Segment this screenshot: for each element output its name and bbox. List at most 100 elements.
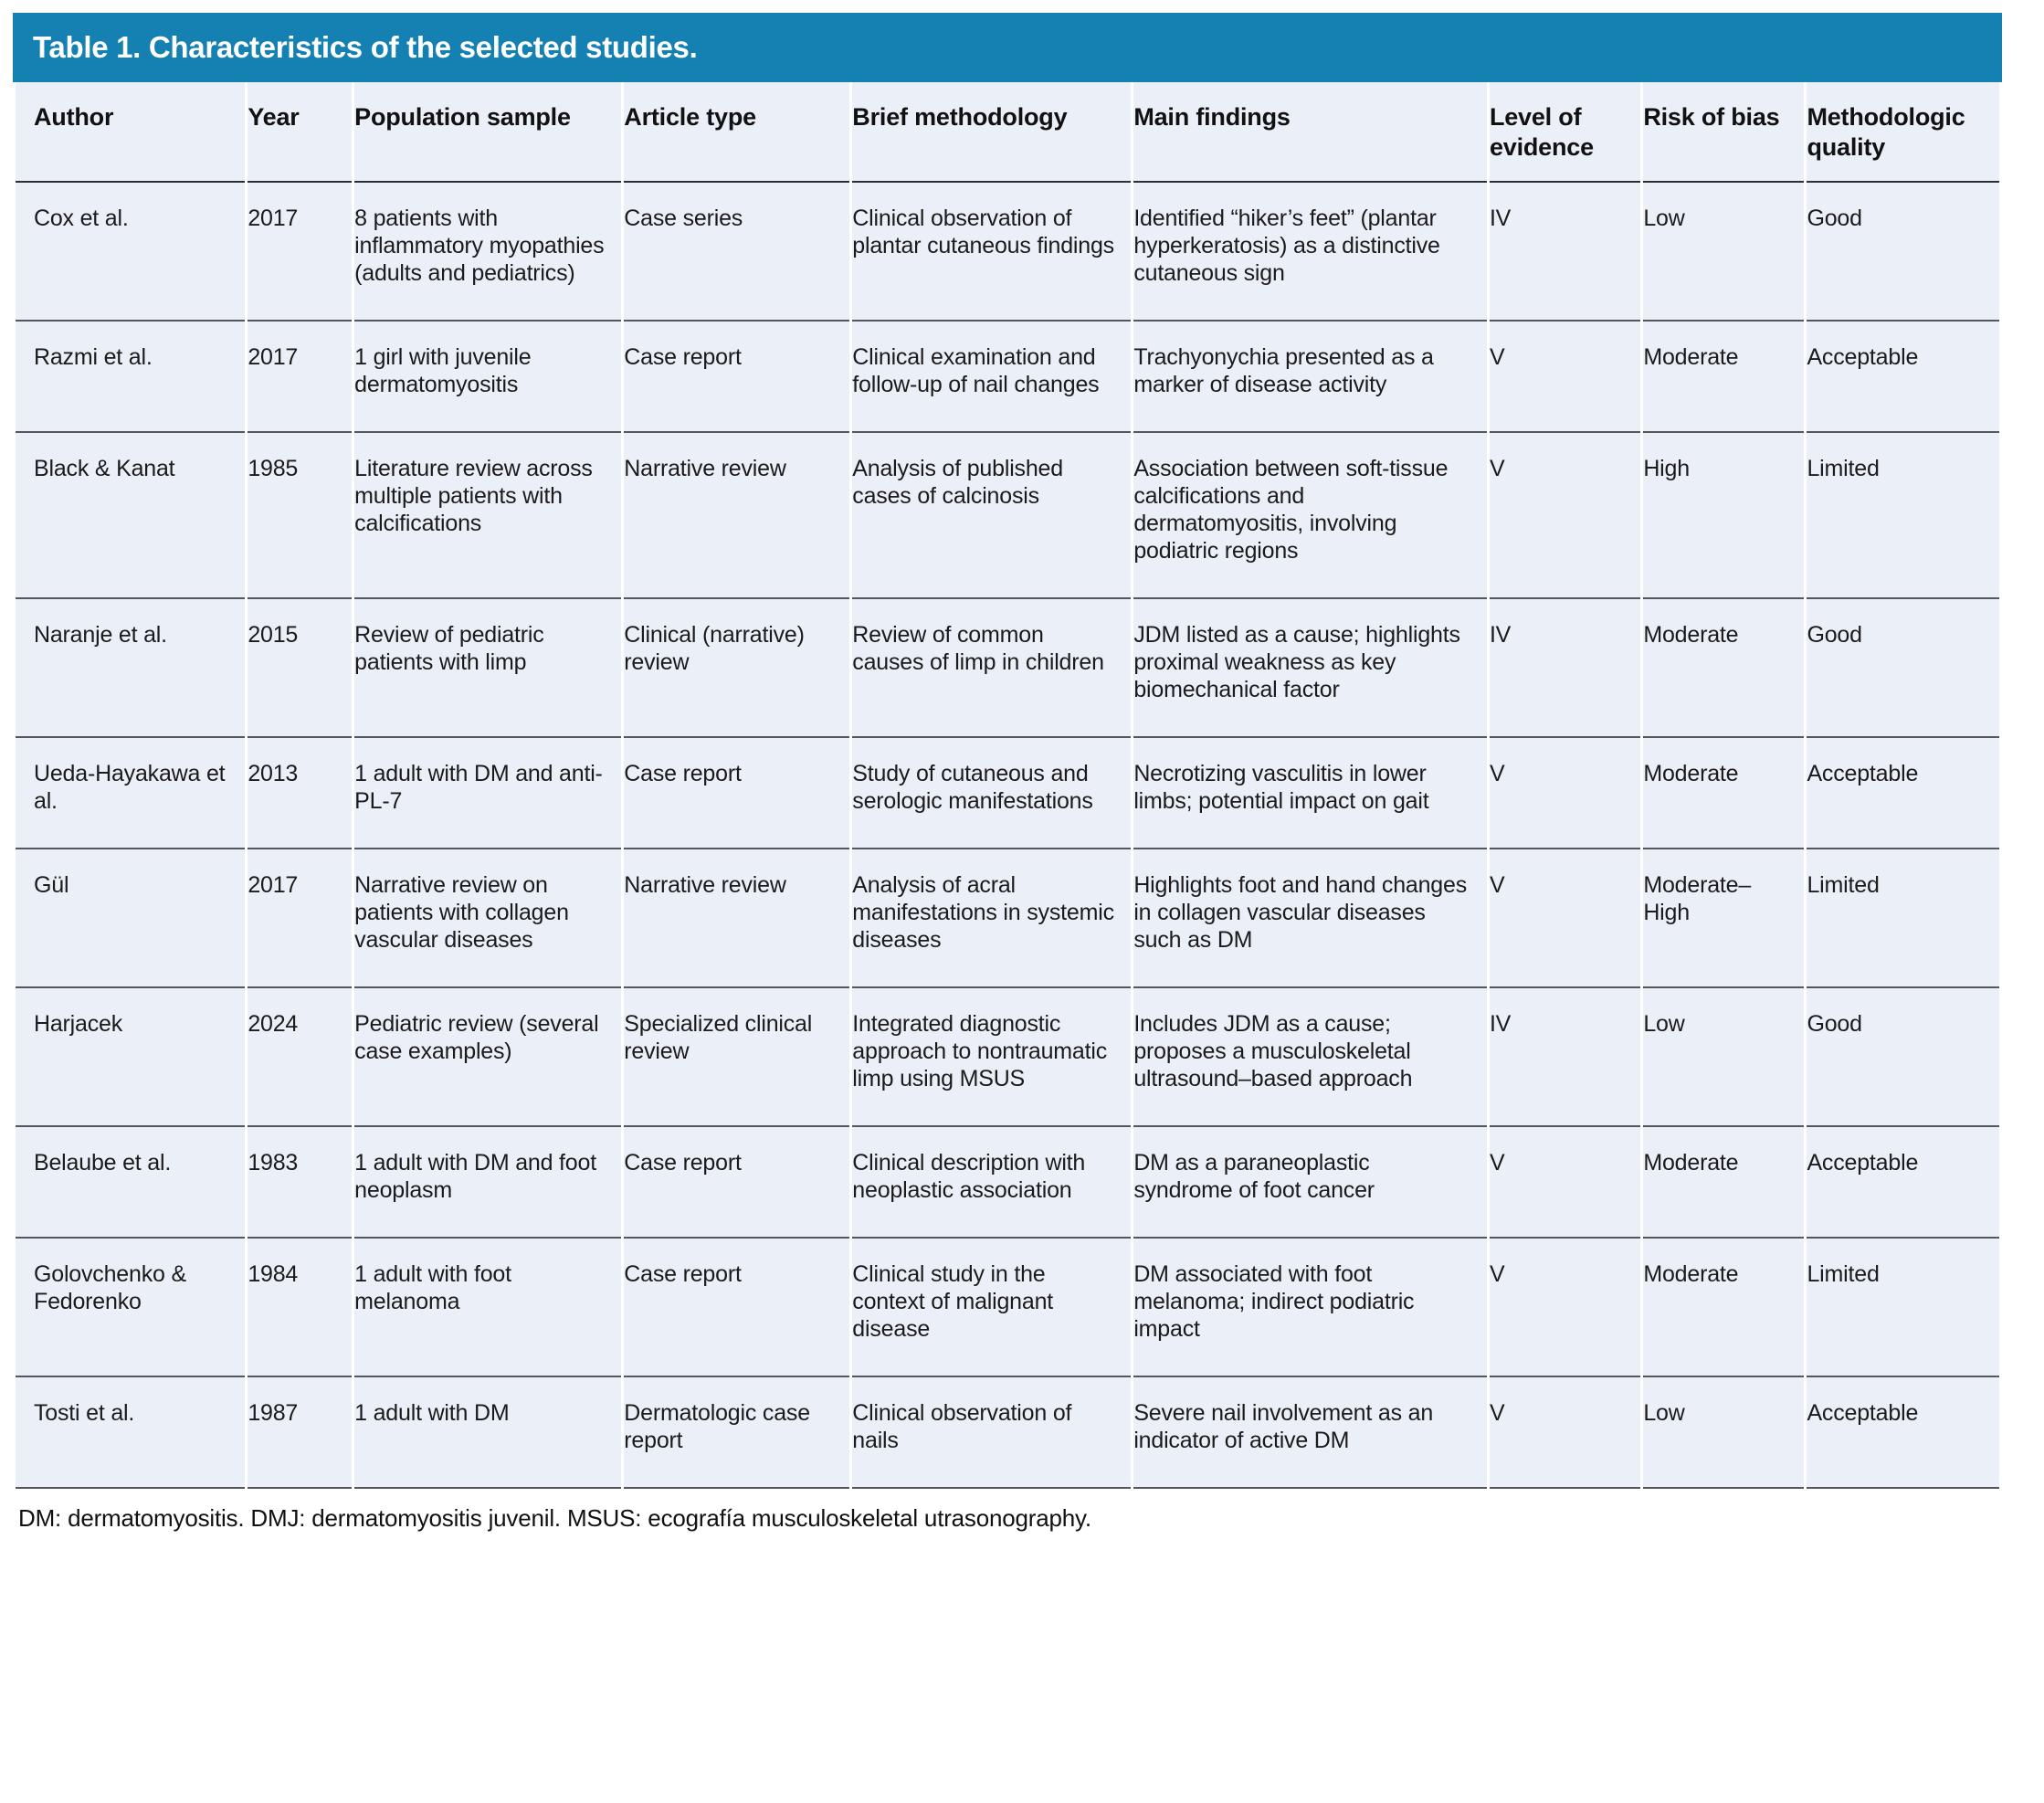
cell-findings: Necrotizing vasculitis in lower limbs; p…	[1133, 736, 1487, 848]
cell-year: 1987	[248, 1376, 353, 1489]
cell-article-type: Narrative review	[624, 848, 850, 986]
cell-findings: DM as a paraneoplastic syndrome of foot …	[1133, 1125, 1487, 1237]
cell-author: Harjacek	[16, 986, 246, 1125]
cell-evidence: V	[1489, 848, 1641, 986]
cell-bias: Low	[1643, 183, 1805, 320]
cell-findings: Includes JDM as a cause; proposes a musc…	[1133, 986, 1487, 1125]
cell-article-type: Case report	[624, 1237, 850, 1376]
cell-article-type: Specialized clinical review	[624, 986, 850, 1125]
table-row: Gül 2017 Narrative review on patients with…	[16, 848, 1999, 986]
cell-bias: Low	[1643, 1376, 1805, 1489]
cell-bias: Moderate	[1643, 320, 1805, 431]
cell-author: Tosti et al.	[16, 1376, 246, 1489]
cell-findings: Association between soft-tissue calcific…	[1133, 431, 1487, 597]
cell-author: Ueda-Hayakawa et al.	[16, 736, 246, 848]
table-title-bar: Table 1. Characteristics of the selected…	[13, 13, 2002, 82]
table-row: Black & Kanat 1985 Literature review acros…	[16, 431, 1999, 597]
cell-methodology: Clinical description with neoplastic ass…	[852, 1125, 1132, 1237]
studies-table: Author Year Population sample Article type B…	[13, 82, 2002, 1489]
cell-findings: JDM listed as a cause; highlights proxim…	[1133, 597, 1487, 736]
cell-population: 1 girl with juvenile dermatomyositis	[354, 320, 622, 431]
cell-article-type: Case report	[624, 736, 850, 848]
cell-author: Belaube et al.	[16, 1125, 246, 1237]
cell-evidence: IV	[1489, 986, 1641, 1125]
cell-bias: Moderate	[1643, 736, 1805, 848]
column-header-article-type: Article type	[624, 82, 850, 183]
cell-quality: Acceptable	[1807, 320, 1999, 431]
cell-bias: Moderate	[1643, 597, 1805, 736]
cell-population: Narrative review on patients with collag…	[354, 848, 622, 986]
column-header-year: Year	[248, 82, 353, 183]
cell-findings: Highlights foot and hand changes in coll…	[1133, 848, 1487, 986]
cell-year: 2015	[248, 597, 353, 736]
cell-bias: Low	[1643, 986, 1805, 1125]
cell-bias: High	[1643, 431, 1805, 597]
cell-year: 1985	[248, 431, 353, 597]
cell-bias: Moderate	[1643, 1237, 1805, 1376]
cell-year: 2017	[248, 183, 353, 320]
column-header-population-sample: Population sample	[354, 82, 622, 183]
table-row: Ueda-Hayakawa et al. 2013 1 adult with DM …	[16, 736, 1999, 848]
table-row: Cox et al. 2017 8 patients with inflammato…	[16, 183, 1999, 320]
cell-quality: Good	[1807, 597, 1999, 736]
cell-quality: Acceptable	[1807, 1376, 1999, 1489]
cell-population: 8 patients with inflammatory myopathies …	[354, 183, 622, 320]
table-footnote: DM: dermatomyositis. DMJ: dermatomyositi…	[18, 1504, 1091, 1532]
cell-evidence: V	[1489, 736, 1641, 848]
cell-year: 2017	[248, 320, 353, 431]
cell-methodology: Clinical examination and follow-up of na…	[852, 320, 1132, 431]
table-row: Golovchenko & Fedorenko 1984 1 adult with …	[16, 1237, 1999, 1376]
cell-article-type: Narrative review	[624, 431, 850, 597]
cell-year: 2017	[248, 848, 353, 986]
table-row: Razmi et al. 2017 1 girl with juvenile der…	[16, 320, 1999, 431]
cell-methodology: Clinical study in the context of maligna…	[852, 1237, 1132, 1376]
cell-population: Literature review across multiple patien…	[354, 431, 622, 597]
cell-article-type: Case series	[624, 183, 850, 320]
cell-evidence: V	[1489, 320, 1641, 431]
cell-evidence: V	[1489, 1125, 1641, 1237]
cell-year: 1983	[248, 1125, 353, 1237]
cell-findings: DM associated with foot melanoma; indire…	[1133, 1237, 1487, 1376]
table-row: Tosti et al. 1987 1 adult with DM Dermatolo…	[16, 1376, 1999, 1489]
cell-methodology: Analysis of acral manifestations in syst…	[852, 848, 1132, 986]
cell-findings: Identified “hiker’s feet” (plantar hyper…	[1133, 183, 1487, 320]
cell-year: 2013	[248, 736, 353, 848]
column-header-methodologic-quality: Methodologic quality	[1807, 82, 1999, 183]
cell-article-type: Dermatologic case report	[624, 1376, 850, 1489]
cell-bias: Moderate	[1643, 1125, 1805, 1237]
cell-population: Review of pediatric patients with limp	[354, 597, 622, 736]
cell-population: 1 adult with DM and anti-PL-7	[354, 736, 622, 848]
cell-methodology: Clinical observation of plantar cutaneou…	[852, 183, 1132, 320]
table-header-row: Author Year Population sample Article type B…	[16, 82, 1999, 183]
cell-article-type: Clinical (narrative) review	[624, 597, 850, 736]
cell-bias: Moderate–High	[1643, 848, 1805, 986]
cell-population: 1 adult with DM	[354, 1376, 622, 1489]
column-header-brief-methodology: Brief methodology	[852, 82, 1132, 183]
cell-evidence: IV	[1489, 597, 1641, 736]
cell-quality: Limited	[1807, 1237, 1999, 1376]
cell-article-type: Case report	[624, 320, 850, 431]
cell-article-type: Case report	[624, 1125, 850, 1237]
column-header-level-of-evidence: Level of evidence	[1489, 82, 1641, 183]
column-header-main-findings: Main findings	[1133, 82, 1487, 183]
cell-quality: Acceptable	[1807, 1125, 1999, 1237]
cell-year: 2024	[248, 986, 353, 1125]
cell-methodology: Study of cutaneous and serologic manifes…	[852, 736, 1132, 848]
cell-author: Black & Kanat	[16, 431, 246, 597]
cell-methodology: Integrated diagnostic approach to nontra…	[852, 986, 1132, 1125]
column-header-risk-of-bias: Risk of bias	[1643, 82, 1805, 183]
cell-findings: Trachyonychia presented as a marker of d…	[1133, 320, 1487, 431]
cell-author: Gül	[16, 848, 246, 986]
cell-quality: Limited	[1807, 431, 1999, 597]
cell-evidence: V	[1489, 1237, 1641, 1376]
table-title: Table 1. Characteristics of the selected…	[33, 30, 698, 64]
cell-quality: Limited	[1807, 848, 1999, 986]
table-row: Naranje et al. 2015 Review of pediatric pa…	[16, 597, 1999, 736]
cell-evidence: V	[1489, 431, 1641, 597]
cell-author: Naranje et al.	[16, 597, 246, 736]
cell-year: 1984	[248, 1237, 353, 1376]
cell-author: Golovchenko & Fedorenko	[16, 1237, 246, 1376]
cell-population: Pediatric review (several case examples)	[354, 986, 622, 1125]
cell-quality: Good	[1807, 986, 1999, 1125]
